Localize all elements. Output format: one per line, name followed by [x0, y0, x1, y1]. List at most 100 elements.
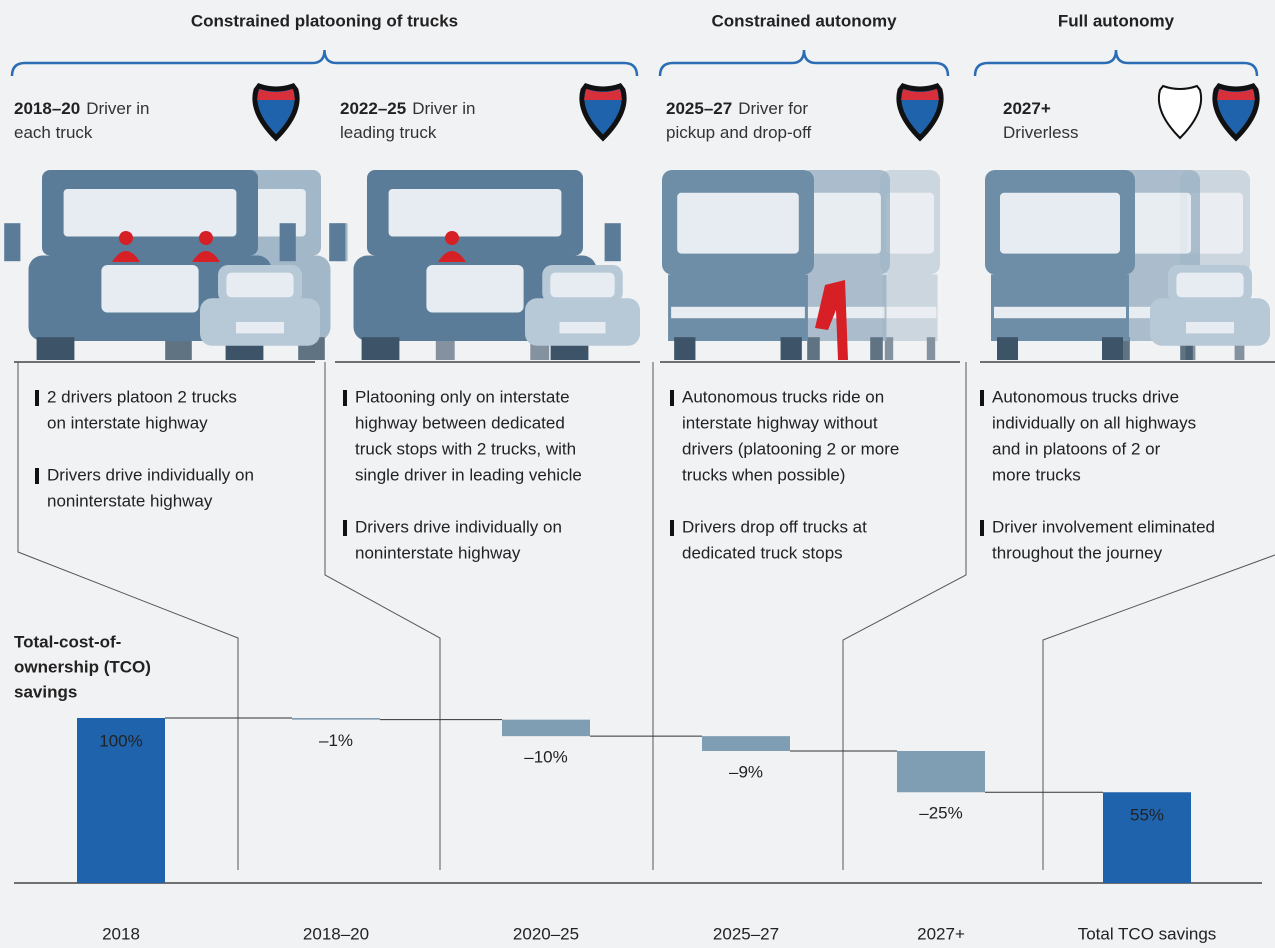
bullet-marker — [980, 390, 984, 406]
group-title: Constrained autonomy — [711, 11, 897, 30]
car-grille — [236, 322, 284, 333]
bullet-text: Drivers drive individually on — [355, 517, 562, 536]
bullet-marker — [670, 390, 674, 406]
driver — [199, 231, 213, 245]
phase-desc: Driverless — [1003, 123, 1079, 142]
phase-heading: 2025–27 Driver for — [666, 99, 808, 118]
x-tick-label: 2027+ — [917, 924, 965, 943]
bullet-text: drivers (platooning 2 or more — [682, 439, 899, 458]
truck-windshield — [886, 193, 934, 254]
truck — [662, 170, 814, 360]
truck-windshield — [64, 189, 237, 237]
truck-grille — [101, 265, 198, 313]
bullet-text: Drivers drop off trucks at — [682, 517, 867, 536]
car — [1150, 265, 1270, 346]
phase-heading: each truck — [14, 123, 93, 142]
wheel — [781, 337, 802, 360]
wheel — [674, 337, 695, 360]
bullet-text: and in platoons of 2 or — [992, 439, 1161, 458]
value-label: –9% — [729, 762, 763, 781]
x-tick-label: 2025–27 — [713, 924, 779, 943]
phase-year: 2027+ — [1003, 99, 1051, 118]
bullet-text: Autonomous trucks ride on — [682, 387, 884, 406]
phase-desc: Driver in — [412, 99, 475, 118]
bullet-text: noninterstate highway — [47, 491, 213, 510]
bullet-marker — [343, 390, 347, 406]
bullet-marker — [980, 520, 984, 536]
bar — [702, 736, 790, 751]
truck-bumper — [884, 307, 937, 318]
bullet-text: Autonomous trucks drive — [992, 387, 1179, 406]
car-grille — [1186, 322, 1234, 333]
bullet-marker — [670, 520, 674, 536]
brace — [660, 50, 948, 76]
bullet-text: single driver in leading vehicle — [355, 465, 582, 484]
phase-desc: pickup and drop-off — [666, 123, 812, 142]
mirror — [4, 223, 20, 261]
callout-line — [325, 362, 440, 870]
wheel — [1102, 337, 1123, 360]
truck — [985, 170, 1135, 360]
phase-year: 2025–27 — [666, 99, 732, 118]
truck-bumper — [671, 307, 805, 318]
bullet-text: trucks when possible) — [682, 465, 845, 484]
bullet-text: 2 drivers platoon 2 trucks — [47, 387, 237, 406]
bullet-text: individually on all highways — [992, 413, 1196, 432]
value-label: –10% — [524, 748, 567, 767]
truck-bumper — [994, 307, 1126, 318]
truck-windshield — [677, 193, 799, 254]
phase-desc: each truck — [14, 123, 93, 142]
phase-heading: pickup and drop-off — [666, 123, 812, 142]
infographic: Constrained platooning of trucks Constrai… — [0, 0, 1275, 948]
mirror — [605, 223, 621, 261]
mirror — [329, 223, 345, 261]
phase-desc: Driver for — [738, 99, 808, 118]
bullet-text: throughout the journey — [992, 543, 1163, 562]
bullet-text: Drivers drive individually on — [47, 465, 254, 484]
bullet-marker — [343, 520, 347, 536]
wheel — [37, 337, 75, 360]
shield — [1159, 86, 1201, 138]
truck-windshield — [389, 189, 562, 237]
bullet-text: more trucks — [992, 465, 1081, 484]
value-label: –25% — [919, 804, 962, 823]
wheel — [362, 337, 400, 360]
bullet-marker — [35, 390, 39, 406]
brace — [975, 50, 1257, 76]
bullet-text: truck stops with 2 trucks, with — [355, 439, 576, 458]
chart-title: savings — [14, 682, 77, 701]
car-window — [1176, 273, 1243, 298]
truck-windshield — [1000, 193, 1120, 254]
phase-desc: leading truck — [340, 123, 437, 142]
x-tick-label: 2020–25 — [513, 924, 579, 943]
bullet-marker — [35, 468, 39, 484]
driver — [445, 231, 459, 245]
car-window — [226, 273, 293, 298]
truck-grille — [426, 265, 523, 313]
wheel — [927, 337, 935, 360]
bullet-text: interstate highway without — [682, 413, 878, 432]
bullet-text: highway between dedicated — [355, 413, 565, 432]
phase-heading: leading truck — [340, 123, 437, 142]
value-label: 100% — [99, 731, 142, 750]
mirror — [280, 223, 296, 261]
phase-desc: Driver in — [86, 99, 149, 118]
x-tick-label: Total TCO savings — [1078, 924, 1217, 943]
bullet-text: on interstate highway — [47, 413, 208, 432]
chart-title: Total-cost-of- — [14, 632, 121, 651]
group-title: Constrained platooning of trucks — [191, 11, 458, 30]
chart-title: ownership (TCO) — [14, 657, 151, 676]
bar — [502, 720, 590, 737]
bar — [897, 751, 985, 792]
car — [525, 265, 640, 346]
truck-windshield — [809, 193, 881, 254]
value-label: 55% — [1130, 806, 1164, 825]
bullet-text: dedicated truck stops — [682, 543, 843, 562]
bullet-text: noninterstate highway — [355, 543, 521, 562]
phase-heading: Driverless — [1003, 123, 1079, 142]
bar — [292, 718, 380, 720]
car-grille — [560, 322, 606, 333]
bullet-text: Platooning only on interstate — [355, 387, 570, 406]
group-title: Full autonomy — [1058, 11, 1175, 30]
